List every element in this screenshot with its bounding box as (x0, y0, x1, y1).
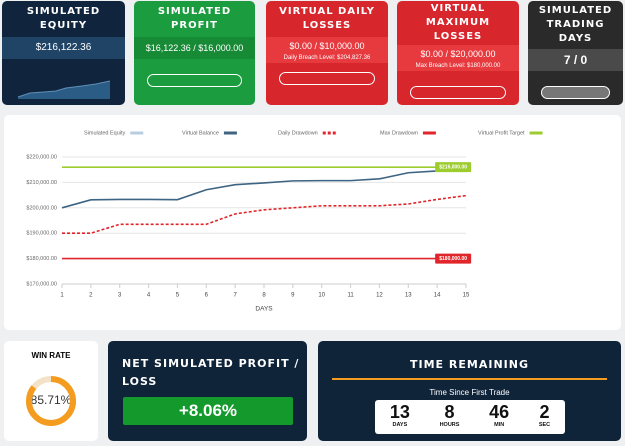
value-label: $216,000.00 (439, 164, 467, 170)
x-tick-label: 2 (89, 293, 93, 299)
win-rate-card: WIN RATE 85.71% (4, 341, 98, 441)
divider (332, 378, 607, 380)
x-tick-label: 6 (205, 293, 209, 299)
x-tick-label: 5 (176, 293, 180, 299)
x-tick-label: 1 (60, 293, 64, 299)
clock-unit: 46 MIN (489, 400, 509, 434)
card-title: SIMULATED PROFIT (157, 6, 232, 31)
net-profit-value: +8.06% (123, 397, 293, 425)
clock-unit: 2 SEC (539, 400, 550, 434)
x-tick-label: 3 (118, 293, 122, 299)
card: VIRTUAL MAXIMUM LOSSES $0.00 / $20,000.0… (397, 1, 519, 105)
legend-label: Simulated Equity (84, 130, 126, 136)
time-card: TIME REMAINING Time Since First Trade 13… (318, 341, 621, 441)
chart-panel: $170,000.00 $180,000.00 $190,000.00 $200,00… (4, 115, 621, 330)
clock: 13 DAYS 8 HOURS 46 MIN 2 SEC (375, 400, 565, 434)
x-tick-label: 7 (233, 293, 237, 299)
card-title: SIMULATED EQUITY (26, 6, 101, 31)
legend-label: Virtual Balance (182, 130, 219, 136)
y-tick-label: $180,000.00 (26, 256, 57, 262)
card-value: $0.00 / $10,000.00 (289, 41, 365, 51)
clock-unit: 13 DAYS (390, 400, 410, 434)
legend-label: Virtual Profit Target (478, 130, 525, 136)
card-note: Daily Breach Level: $204,827.36 (283, 55, 371, 61)
value-label: $180,000.00 (439, 256, 467, 262)
y-tick-label: $210,000.00 (26, 180, 57, 186)
card-title: VIRTUAL DAILY LOSSES (279, 6, 375, 31)
card: VIRTUAL DAILY LOSSES $0.00 / $10,000.00 D… (266, 1, 388, 105)
chart: $170,000.00 $180,000.00 $190,000.00 $200,00… (26, 130, 543, 313)
time-title: TIME REMAINING (410, 358, 529, 371)
progress-bar (147, 74, 242, 87)
card-value: $216,122.36 (2, 37, 125, 59)
legend-label: Daily Drawdown (278, 130, 318, 136)
clock-value: 46 (489, 402, 510, 422)
card: SIMULATED EQUITY $216,122.36 (2, 1, 125, 105)
series-line (62, 194, 467, 234)
net-profit-title: NET SIMULATED PROFIT / LOSS (122, 357, 300, 388)
card-title: VIRTUAL MAXIMUM LOSSES (425, 3, 491, 42)
x-tick-label: 14 (434, 293, 441, 299)
progress-bar (279, 72, 375, 85)
clock-unit-label: HOURS (439, 422, 460, 428)
time-subtitle: Time Since First Trade (429, 388, 510, 397)
x-tick-label: 8 (262, 293, 266, 299)
y-tick-label: $170,000.00 (26, 281, 57, 287)
clock-unit-label: DAYS (392, 422, 408, 428)
net-profit-card: NET SIMULATED PROFIT / LOSS +8.06% (108, 341, 307, 441)
progress-bar (541, 86, 610, 99)
card-value: $0.00 / $20,000.00 (420, 49, 496, 59)
card: SIMULATED PROFIT $16,122.36 / $16,000.00 (134, 1, 255, 105)
win-rate-value: 85.71% (31, 393, 72, 407)
win-rate-arc (26, 376, 76, 426)
value-label-bg (435, 162, 472, 173)
series-line (61, 170, 438, 209)
card-note: Max Breach Level: $180,000.00 (415, 63, 501, 69)
card-value-band: $0.00 / $10,000.00 Daily Breach Level: $2… (266, 37, 388, 63)
y-tick-label: $200,000.00 (26, 205, 57, 211)
x-tick-label: 10 (318, 293, 325, 299)
clock-value: 2 (539, 402, 550, 422)
x-tick-label: 9 (291, 293, 295, 299)
value-label-bg (435, 253, 472, 264)
sparkline (17, 80, 111, 99)
x-tick-label: 12 (376, 293, 383, 299)
card-value: 7 / 0 (528, 49, 623, 71)
win-rate-title: WIN RATE (32, 351, 72, 360)
x-axis-label: DAYS (255, 306, 273, 313)
card-value-band: $0.00 / $20,000.00 Max Breach Level: $180… (397, 45, 519, 71)
x-tick-label: 11 (347, 293, 354, 299)
clock-unit-label: MIN (494, 422, 505, 428)
card-title: SIMULATED TRADING DAYS (538, 5, 613, 44)
y-tick-label: $220,000.00 (26, 154, 57, 160)
clock-unit-label: SEC (538, 422, 551, 428)
x-tick-label: 13 (405, 293, 412, 299)
legend-label: Max Drawdown (380, 130, 418, 136)
y-tick-label: $190,000.00 (26, 231, 57, 237)
progress-bar (410, 86, 506, 99)
win-rate-donut: WIN RATE 85.71% (26, 351, 76, 426)
x-tick-label: 4 (147, 293, 151, 299)
x-tick-label: 15 (463, 293, 470, 299)
clock-unit: 8 HOURS (440, 400, 460, 434)
clock-value: 8 (444, 402, 455, 422)
card: SIMULATED TRADING DAYS 7 / 0 (528, 1, 623, 105)
clock-value: 13 (389, 402, 410, 422)
card-value: $16,122.36 / $16,000.00 (134, 37, 255, 59)
